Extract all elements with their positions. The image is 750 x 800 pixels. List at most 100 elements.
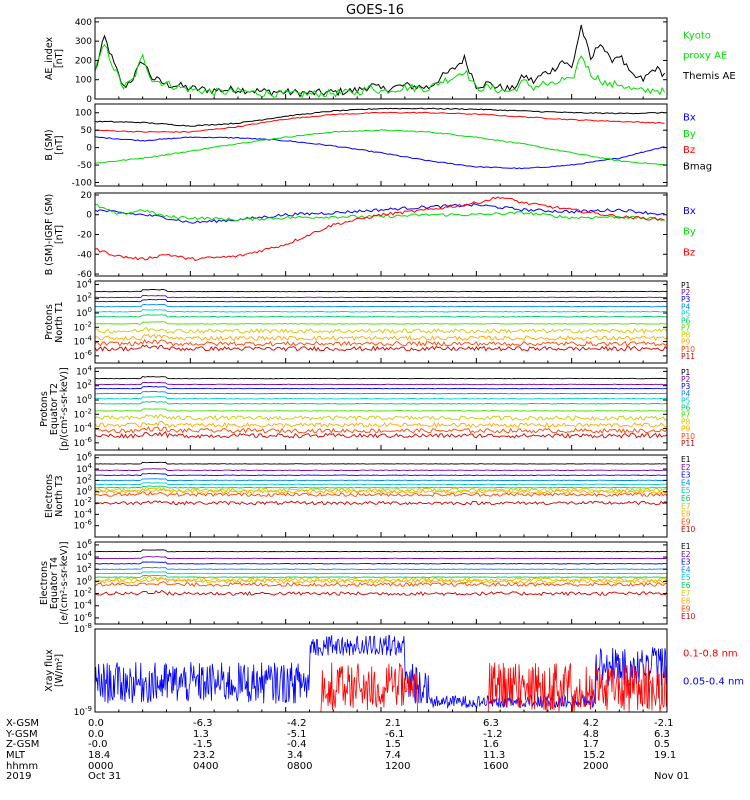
ephem-row-label: Y-GSM	[5, 729, 38, 740]
channel-line	[95, 485, 667, 489]
y-axis-label: [p/(cm²-s-sr-keV)]	[59, 367, 70, 450]
channel-line	[95, 401, 667, 405]
legend-item: E7	[681, 502, 691, 511]
y-axis-label: North T1	[54, 301, 65, 342]
y-axis-label: [e/(cm²-s-sr-keV)]	[59, 541, 70, 624]
legend-item: E5	[681, 486, 691, 495]
channel-line	[95, 298, 667, 303]
channel-line	[95, 487, 667, 495]
ephem-cell: 1.6	[483, 739, 499, 750]
ephem-row-label: 2019	[6, 771, 31, 782]
panel-frame	[94, 17, 668, 100]
legend-item: P5	[681, 309, 691, 318]
legend-item: E2	[681, 463, 691, 472]
plot-area	[95, 107, 665, 170]
y-tick-label: 104	[76, 277, 92, 290]
panel-frame	[94, 192, 668, 277]
ephem-cell: 7.4	[385, 750, 401, 761]
ephem-cell: -6.3	[193, 718, 213, 729]
y-tick-label: 10-4	[74, 599, 93, 612]
plot-area	[95, 289, 667, 352]
y-tick-label: -60	[77, 270, 92, 280]
ephem-cell: 2.1	[385, 718, 401, 729]
ephem-cell: 1.7	[583, 739, 599, 750]
ephem-cell: 3.4	[287, 750, 303, 761]
legend-item: 0.05-0.4 nm	[683, 676, 744, 687]
ephem-cell: 23.2	[193, 750, 215, 761]
channel-line	[95, 571, 667, 575]
y-tick-label: 200	[75, 56, 92, 66]
plot-title: GOES-16	[346, 3, 404, 18]
channel-line	[95, 468, 667, 471]
legend-item: P11	[681, 439, 695, 448]
y-tick-label: 10-2	[74, 587, 92, 600]
y-axis-label: North T3	[54, 475, 65, 516]
ephem-cell: 19.1	[654, 750, 676, 761]
channel-line	[95, 420, 667, 429]
panel-8: 10-8 10-9 Xray flux [W/m²] 0.1-0.8 nm 0.05-0.…	[44, 622, 744, 718]
y-tick-label: -40	[77, 250, 92, 260]
panel-frame	[94, 454, 668, 538]
y-tick-label: 20	[81, 191, 93, 201]
legend-item: P1	[681, 281, 691, 290]
series-line	[95, 111, 665, 133]
y-tick-label: 100	[75, 109, 92, 119]
ephem-cell: 0.0	[88, 718, 104, 729]
legend-item: E9	[681, 517, 691, 526]
series-line	[95, 203, 665, 222]
channel-line	[95, 478, 667, 482]
legend-item: P10	[681, 432, 695, 441]
legend-item: Bz	[683, 247, 695, 258]
y-axis-label: AE_index	[44, 37, 55, 81]
ephem-cell: 1200	[385, 761, 410, 772]
channel-line	[95, 574, 667, 578]
channel-line	[95, 381, 667, 386]
ephem-cell: -4.2	[287, 718, 307, 729]
y-tick-label: -100	[72, 179, 93, 189]
ephem-cell: -1.5	[193, 739, 213, 750]
y-tick-label: 0	[86, 211, 92, 221]
channel-line	[95, 589, 667, 597]
channel-line	[95, 327, 667, 335]
legend-item: E10	[681, 612, 696, 621]
plot-area	[95, 196, 665, 261]
series-line	[95, 107, 665, 127]
legend-item: By	[683, 227, 696, 238]
ephem-cell: 6.3	[654, 729, 670, 740]
ephem-cell: 0400	[193, 761, 218, 772]
y-tick-label: 10-6	[74, 611, 93, 624]
channel-line	[95, 491, 667, 498]
ephem-cell: 2000	[583, 761, 608, 772]
series-line	[95, 136, 665, 170]
y-tick-label: 102	[76, 473, 92, 486]
xray-short-line	[95, 662, 667, 712]
y-tick-label: 100	[75, 76, 92, 86]
series-line	[95, 202, 665, 224]
y-axis-label: B (SM)-IGRF (SM)	[44, 194, 55, 276]
panel-frame	[94, 628, 668, 713]
legend-item: Bz	[683, 145, 695, 156]
legend-item: Kyoto	[683, 30, 711, 41]
ephem-cell: 4.2	[583, 718, 599, 729]
panel-frame	[94, 367, 668, 451]
ephem-cell: 1600	[483, 761, 508, 772]
ephem-cell: -0.0	[88, 739, 108, 750]
y-tick-label: 10-2	[74, 407, 92, 420]
channel-line	[95, 294, 667, 299]
legend-item: P3	[681, 295, 691, 304]
channel-line	[95, 333, 667, 342]
y-axis-label: [nT]	[54, 135, 65, 154]
channel-line	[95, 309, 667, 313]
y-axis-label: Protons	[39, 391, 50, 427]
channel-line	[95, 314, 667, 318]
ephem-cell: 18.4	[88, 750, 110, 761]
y-tick-label: 104	[76, 462, 92, 475]
ephem-cell: 1.3	[193, 729, 209, 740]
legend-item: P9	[681, 338, 691, 347]
channel-line	[95, 413, 667, 421]
channel-line	[95, 344, 667, 352]
y-tick-label: 106	[76, 451, 92, 464]
channel-line	[95, 431, 667, 439]
